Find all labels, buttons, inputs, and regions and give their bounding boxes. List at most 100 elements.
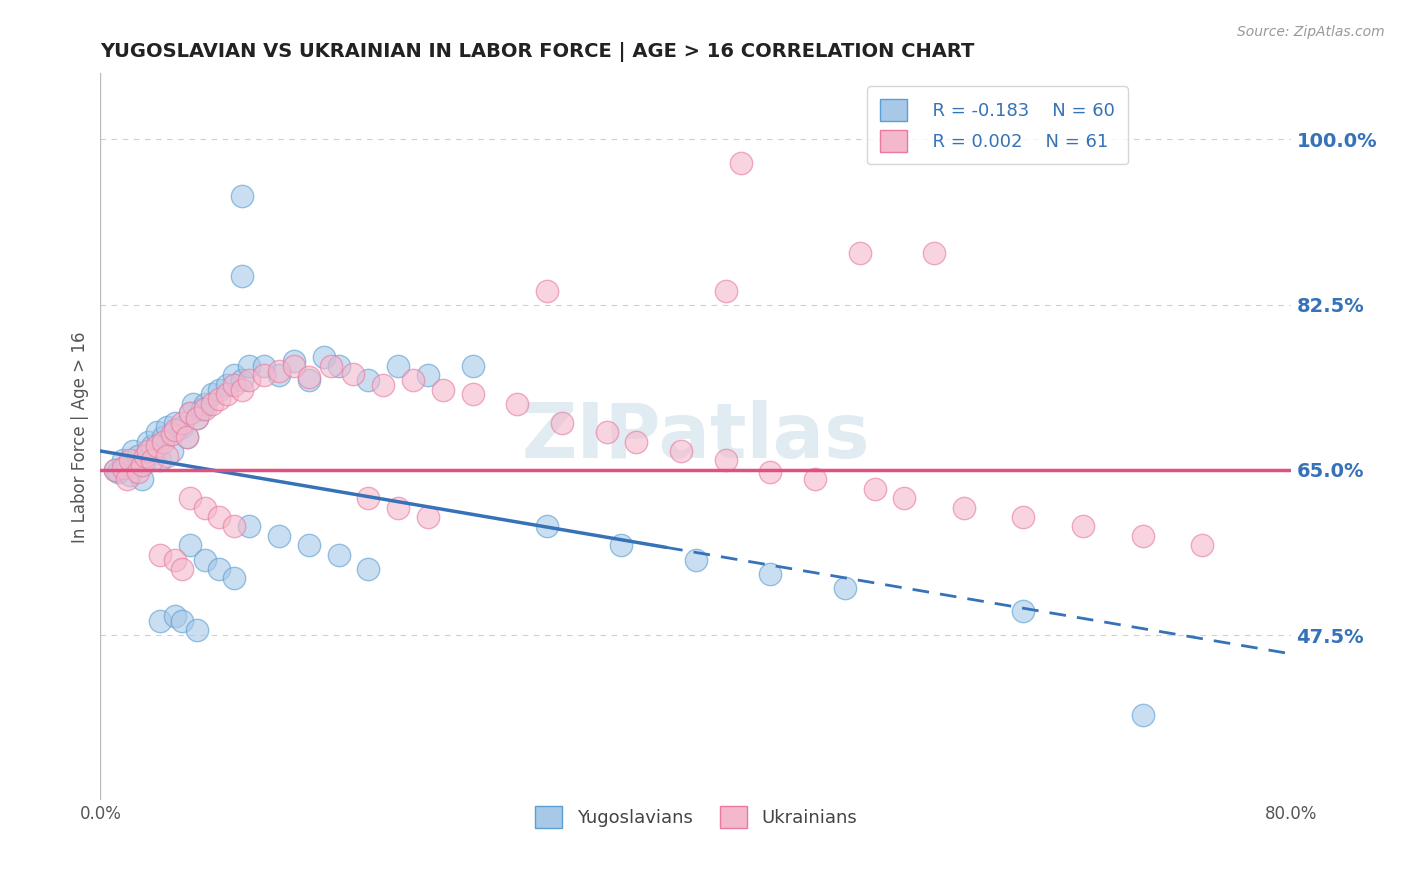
- Point: [253, 368, 276, 383]
- Point: [149, 548, 172, 562]
- Point: [152, 430, 174, 444]
- Point: [190, 401, 212, 416]
- Point: [179, 406, 201, 420]
- Point: [298, 538, 321, 552]
- Point: [201, 397, 224, 411]
- Point: [759, 465, 782, 479]
- Point: [238, 519, 260, 533]
- Point: [111, 453, 134, 467]
- Point: [893, 491, 915, 505]
- Point: [163, 423, 186, 437]
- Point: [176, 430, 198, 444]
- Point: [610, 538, 633, 552]
- Point: [1191, 538, 1213, 552]
- Point: [107, 465, 129, 479]
- Point: [176, 430, 198, 444]
- Point: [231, 269, 253, 284]
- Point: [432, 383, 454, 397]
- Point: [402, 373, 425, 387]
- Point: [122, 444, 145, 458]
- Point: [283, 354, 305, 368]
- Point: [231, 383, 253, 397]
- Point: [136, 444, 159, 458]
- Point: [156, 420, 179, 434]
- Point: [804, 472, 827, 486]
- Point: [551, 416, 574, 430]
- Point: [342, 367, 364, 381]
- Text: ZIPatlas: ZIPatlas: [522, 400, 870, 474]
- Point: [1132, 708, 1154, 723]
- Point: [136, 434, 159, 449]
- Point: [134, 455, 156, 469]
- Point: [298, 370, 321, 384]
- Text: YUGOSLAVIAN VS UKRAINIAN IN LABOR FORCE | AGE > 16 CORRELATION CHART: YUGOSLAVIAN VS UKRAINIAN IN LABOR FORCE …: [100, 42, 974, 62]
- Point: [186, 411, 208, 425]
- Point: [115, 472, 138, 486]
- Point: [328, 548, 350, 562]
- Point: [416, 368, 439, 383]
- Point: [163, 416, 186, 430]
- Point: [357, 562, 380, 576]
- Point: [387, 359, 409, 373]
- Point: [160, 427, 183, 442]
- Point: [461, 359, 484, 373]
- Point: [953, 500, 976, 515]
- Point: [848, 245, 870, 260]
- Point: [152, 434, 174, 449]
- Point: [179, 538, 201, 552]
- Point: [186, 624, 208, 638]
- Point: [208, 392, 231, 406]
- Point: [163, 552, 186, 566]
- Point: [714, 453, 737, 467]
- Point: [208, 562, 231, 576]
- Point: [321, 359, 343, 373]
- Point: [224, 368, 246, 383]
- Point: [115, 458, 138, 472]
- Point: [163, 609, 186, 624]
- Point: [104, 463, 127, 477]
- Point: [595, 425, 617, 439]
- Point: [131, 458, 153, 472]
- Point: [922, 245, 945, 260]
- Point: [120, 467, 142, 482]
- Legend: Yugoslavians, Ukrainians: Yugoslavians, Ukrainians: [527, 798, 865, 835]
- Point: [312, 350, 335, 364]
- Point: [387, 500, 409, 515]
- Point: [193, 401, 215, 416]
- Point: [156, 449, 179, 463]
- Point: [863, 482, 886, 496]
- Point: [172, 420, 194, 434]
- Point: [730, 156, 752, 170]
- Point: [626, 434, 648, 449]
- Point: [141, 439, 163, 453]
- Point: [685, 552, 707, 566]
- Point: [193, 397, 215, 411]
- Point: [104, 463, 127, 477]
- Point: [1132, 529, 1154, 543]
- Point: [267, 529, 290, 543]
- Point: [357, 491, 380, 505]
- Point: [172, 416, 194, 430]
- Point: [215, 387, 238, 401]
- Point: [208, 383, 231, 397]
- Point: [179, 406, 201, 420]
- Y-axis label: In Labor Force | Age > 16: In Labor Force | Age > 16: [72, 331, 89, 542]
- Point: [461, 387, 484, 401]
- Point: [127, 449, 149, 463]
- Point: [283, 359, 305, 373]
- Point: [328, 359, 350, 373]
- Point: [172, 614, 194, 628]
- Point: [506, 397, 529, 411]
- Point: [224, 571, 246, 585]
- Point: [208, 510, 231, 524]
- Point: [146, 439, 169, 453]
- Point: [111, 461, 134, 475]
- Point: [127, 465, 149, 479]
- Point: [201, 387, 224, 401]
- Point: [231, 189, 253, 203]
- Point: [759, 566, 782, 581]
- Point: [373, 378, 395, 392]
- Point: [179, 491, 201, 505]
- Point: [1071, 519, 1094, 533]
- Point: [141, 453, 163, 467]
